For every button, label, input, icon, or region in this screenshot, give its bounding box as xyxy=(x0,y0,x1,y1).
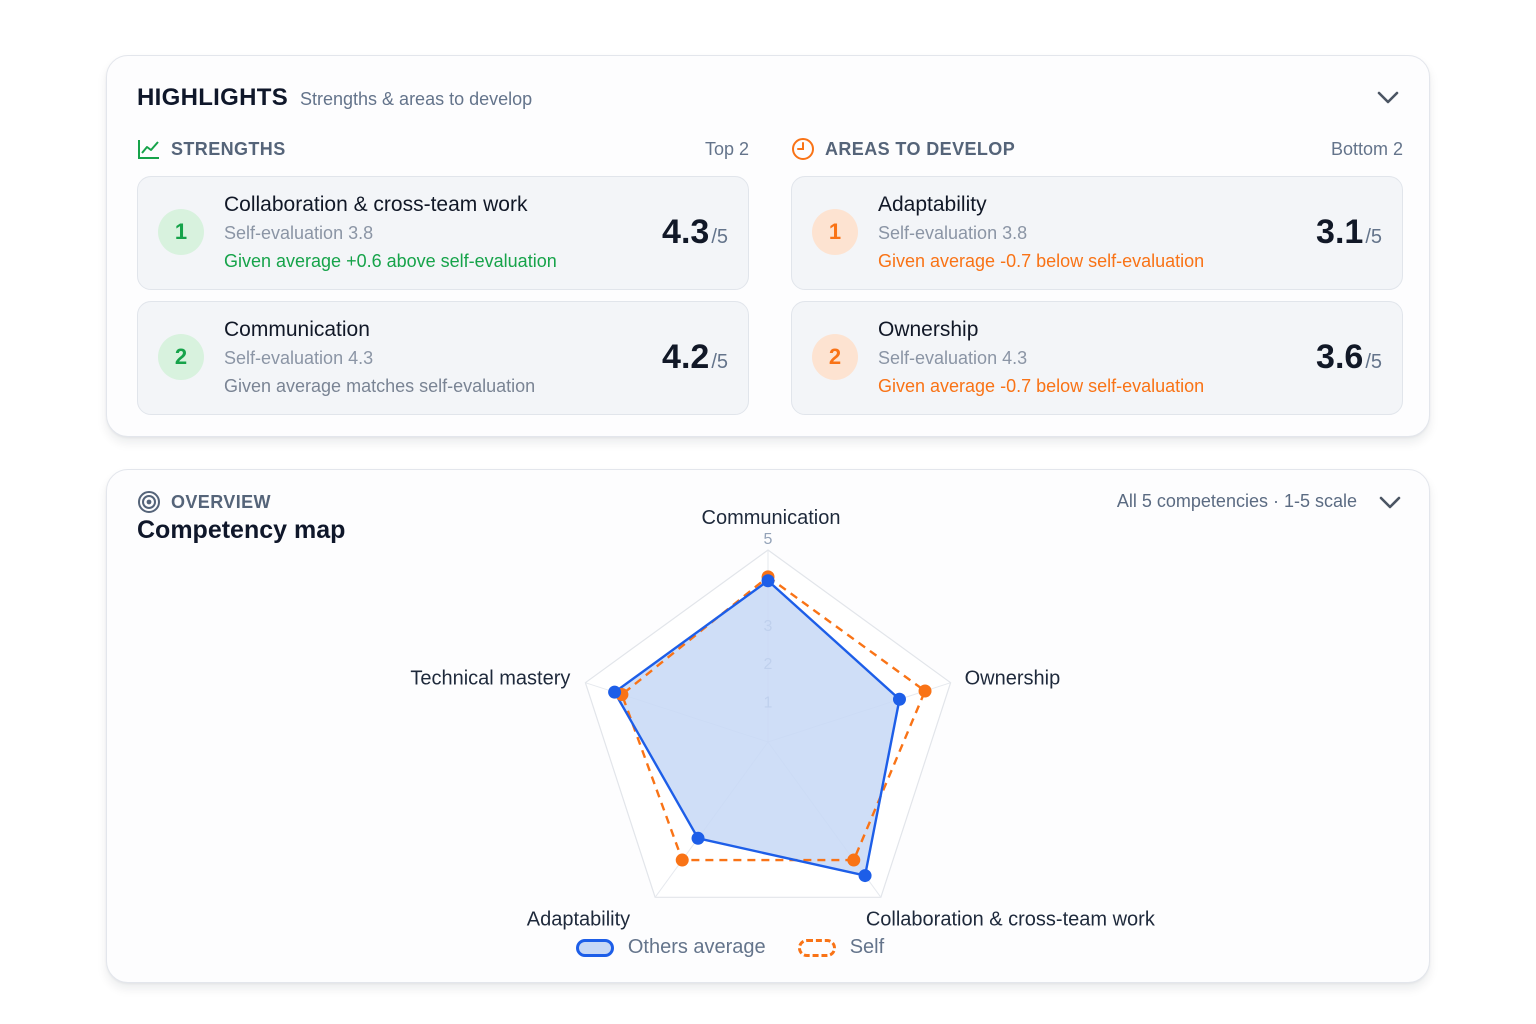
self-evaluation: Self-evaluation 4.3 xyxy=(224,348,374,368)
chevron-down-icon[interactable] xyxy=(1377,489,1403,515)
chevron-down-icon[interactable] xyxy=(1375,84,1401,110)
legend-others[interactable]: Others average xyxy=(575,936,766,959)
score-denominator: /5 xyxy=(711,351,728,373)
strengths-header: STRENGTHS Top 2 xyxy=(137,136,749,162)
others-point xyxy=(858,869,872,883)
others-point xyxy=(761,574,775,588)
competency-title: Communication xyxy=(224,318,370,341)
strengths-label: STRENGTHS xyxy=(171,138,286,159)
overview-label: OVERVIEW xyxy=(171,491,271,512)
self-evaluation: Self-evaluation 3.8 xyxy=(878,223,1028,243)
self-line xyxy=(620,575,927,862)
develop-card-2[interactable]: 2 Ownership Self-evaluation 4.3 Given av… xyxy=(791,301,1403,415)
score-value: 4.2 xyxy=(662,338,710,376)
axis-label: Communication xyxy=(702,507,841,529)
develop-label: AREAS TO DEVELOP xyxy=(825,138,1016,159)
score-denominator: /5 xyxy=(1365,351,1382,373)
score-value: 3.1 xyxy=(1316,213,1364,251)
competency-title: Collaboration & cross-team work xyxy=(224,193,528,216)
others-swatch xyxy=(575,938,614,957)
rank-badge: 1 xyxy=(812,209,858,255)
score-denominator: /5 xyxy=(1365,226,1382,248)
legend-self[interactable]: Self xyxy=(797,936,885,959)
rank-badge: 1 xyxy=(158,209,204,255)
others-point xyxy=(608,685,622,699)
chart-legend: Others average Self xyxy=(107,936,1429,959)
given-average: Given average -0.7 below self-evaluation xyxy=(878,376,1205,396)
self-point xyxy=(847,853,861,867)
overview-title: Competency map xyxy=(137,516,346,544)
others-point xyxy=(691,831,705,845)
rank-badge: 2 xyxy=(812,334,858,380)
legend-self-label: Self xyxy=(849,936,885,958)
score: 3.1 /5 xyxy=(1316,213,1382,252)
rank-badge: 2 xyxy=(158,334,204,380)
develop-meta: Bottom 2 xyxy=(1330,138,1403,159)
axis-label: Collaboration & cross-team work xyxy=(866,908,1156,930)
overview-header: OVERVIEW xyxy=(137,490,271,514)
develop-card-1[interactable]: 1 Adaptability Self-evaluation 3.8 Given… xyxy=(791,176,1403,290)
self-evaluation: Self-evaluation 3.8 xyxy=(224,223,374,243)
highlights-title: HIGHLIGHTS xyxy=(137,84,288,111)
axis-label: Adaptability xyxy=(527,908,630,930)
overview-meta: All 5 competencies · 1-5 scale xyxy=(1116,491,1357,511)
self-evaluation: Self-evaluation 4.3 xyxy=(878,348,1028,368)
target-icon xyxy=(137,490,161,514)
trend-up-icon xyxy=(137,137,161,161)
score-value: 4.3 xyxy=(662,213,710,251)
score: 4.2 /5 xyxy=(662,338,728,377)
overview-panel: 1235CommunicationOwnershipCollaboration … xyxy=(106,469,1430,983)
legend-others-label: Others average xyxy=(627,936,766,958)
self-point xyxy=(918,684,932,698)
given-average: Given average matches self-evaluation xyxy=(224,376,536,396)
highlights-header: HIGHLIGHTS Strengths & areas to develop xyxy=(137,84,532,112)
others-area xyxy=(614,580,900,876)
given-average: Given average -0.7 below self-evaluation xyxy=(878,251,1205,271)
score-denominator: /5 xyxy=(711,226,728,248)
others-point xyxy=(892,692,906,706)
self-point xyxy=(675,853,689,867)
strength-card-2[interactable]: 2 Communication Self-evaluation 4.3 Give… xyxy=(137,301,749,415)
strengths-meta: Top 2 xyxy=(704,138,749,159)
competency-title: Ownership xyxy=(878,318,979,341)
highlights-subtitle: Strengths & areas to develop xyxy=(300,89,533,109)
score: 3.6 /5 xyxy=(1316,338,1382,377)
self-swatch xyxy=(797,938,836,957)
score: 4.3 /5 xyxy=(662,213,728,252)
highlights-panel: HIGHLIGHTS Strengths & areas to develop … xyxy=(106,55,1430,437)
axis-label: Technical mastery xyxy=(410,668,570,690)
score-value: 3.6 xyxy=(1316,338,1364,376)
others-line xyxy=(613,579,901,878)
given-average: Given average +0.6 above self-evaluation xyxy=(224,251,557,271)
competency-title: Adaptability xyxy=(878,193,987,216)
strength-card-1[interactable]: 1 Collaboration & cross-team work Self-e… xyxy=(137,176,749,290)
tick-label: 5 xyxy=(764,531,773,548)
clock-icon xyxy=(791,137,815,161)
axis-label: Ownership xyxy=(965,668,1061,690)
competency-radar-chart: 1235CommunicationOwnershipCollaboration … xyxy=(410,507,1156,930)
develop-header: AREAS TO DEVELOP Bottom 2 xyxy=(791,136,1403,162)
